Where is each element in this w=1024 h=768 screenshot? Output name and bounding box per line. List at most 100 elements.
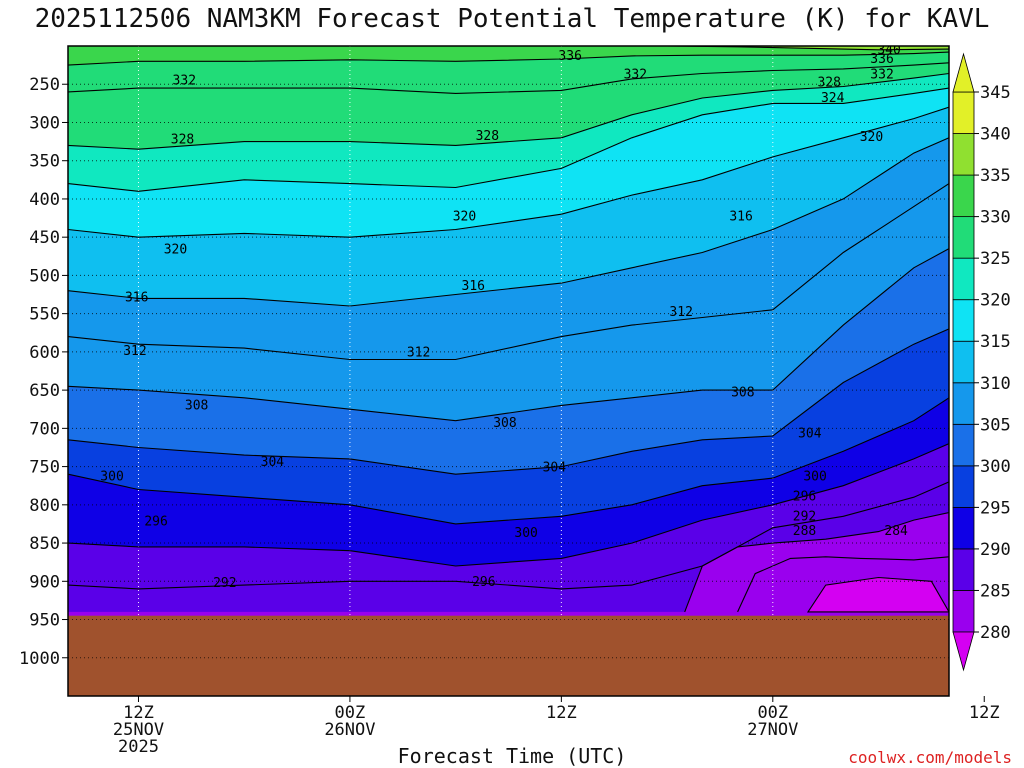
contour-line-300 bbox=[68, 397, 949, 525]
plot-frame bbox=[67, 45, 950, 697]
contour-line-304 bbox=[68, 328, 949, 475]
colorbar-segment-290 bbox=[952, 506, 975, 550]
colorbar-segment-320 bbox=[952, 257, 975, 301]
y-tick-label-400: 400 bbox=[29, 190, 60, 210]
contour-label-328: 328 bbox=[476, 129, 499, 144]
terrain-ground bbox=[68, 615, 949, 696]
contour-label-304: 304 bbox=[543, 460, 567, 475]
colorbar-segment-335 bbox=[952, 133, 975, 176]
x-tick-label-6-2: 2025 bbox=[118, 737, 159, 757]
contour-label-316: 316 bbox=[462, 279, 485, 294]
colorbar-label-290: 290 bbox=[980, 540, 1011, 560]
y-tick-label-550: 550 bbox=[29, 305, 60, 325]
contour-line-328 bbox=[68, 72, 949, 150]
contour-label-284: 284 bbox=[884, 524, 908, 539]
y-axis: 250 300 350 400 450 500 550 600 650 700 750 800 850 9… bbox=[19, 75, 68, 669]
colorbar-label-315: 315 bbox=[980, 332, 1011, 352]
contour-label-296: 296 bbox=[144, 515, 167, 530]
contour-line-324 bbox=[68, 87, 949, 192]
contour-label-324: 324 bbox=[821, 91, 845, 106]
contour-label-300: 300 bbox=[514, 526, 537, 541]
colorbar: 280 285 290 295 300 305 310 315 320 325 330 335 340 3… bbox=[952, 52, 1011, 672]
x-tick-label-42-0: 00Z bbox=[757, 703, 788, 723]
colorbar-segment-295 bbox=[952, 465, 975, 508]
colorbar-label-330: 330 bbox=[980, 208, 1011, 228]
contour-line-308 bbox=[68, 248, 949, 422]
colorbar-label-345: 345 bbox=[980, 83, 1011, 103]
y-tick-label-250: 250 bbox=[29, 75, 60, 95]
field-band-280 bbox=[808, 577, 949, 612]
contour-label-328: 328 bbox=[817, 76, 840, 91]
contour-line-320 bbox=[68, 106, 949, 238]
contour-label-292: 292 bbox=[793, 509, 816, 524]
contour-label-340: 340 bbox=[877, 43, 900, 58]
contour-line-296 bbox=[68, 443, 949, 567]
colorbar-label-320: 320 bbox=[980, 291, 1011, 311]
contour-label-304: 304 bbox=[261, 455, 285, 470]
colorbar-label-340: 340 bbox=[980, 125, 1011, 145]
y-tick-label-900: 900 bbox=[29, 572, 60, 592]
x-tick-label-6-0: 12Z bbox=[123, 703, 154, 723]
contour-line-332 bbox=[68, 62, 949, 94]
y-tick-label-800: 800 bbox=[29, 496, 60, 516]
x-tick-label-54-0: 12Z bbox=[969, 703, 1000, 723]
potential-temperature-field bbox=[68, 46, 949, 696]
contour-line-284 bbox=[737, 556, 949, 613]
contour-label-320: 320 bbox=[164, 242, 187, 257]
y-tick-label-850: 850 bbox=[29, 534, 60, 554]
x-tick-label-30-0: 12Z bbox=[546, 703, 577, 723]
contour-label-328: 328 bbox=[171, 132, 194, 147]
colorbar-label-325: 325 bbox=[980, 249, 1011, 269]
x-tick-label-6-1: 25NOV bbox=[113, 720, 164, 740]
y-tick-label-1000: 1000 bbox=[19, 649, 60, 669]
colorbar-label-310: 310 bbox=[980, 374, 1011, 394]
contour-label-308: 308 bbox=[185, 398, 208, 413]
contour-label-308: 308 bbox=[493, 416, 516, 431]
y-tick-label-350: 350 bbox=[29, 152, 60, 172]
colorbar-label-335: 335 bbox=[980, 166, 1011, 186]
colorbar-label-285: 285 bbox=[980, 581, 1011, 601]
contour-label-300: 300 bbox=[803, 470, 826, 485]
contour-label-332: 332 bbox=[624, 67, 647, 82]
ground-fill bbox=[68, 615, 949, 696]
colorbar-label-300: 300 bbox=[980, 457, 1011, 477]
colorbar-segment-330 bbox=[952, 174, 975, 218]
x-tick-label-18-1: 26NOV bbox=[324, 720, 375, 740]
colorbar-segment-300 bbox=[952, 423, 975, 467]
colorbar-segment-315 bbox=[952, 299, 975, 342]
colorbar-segment-280 bbox=[952, 590, 975, 633]
contour-label-336: 336 bbox=[870, 52, 893, 67]
site-credit: coolwx.com/models bbox=[848, 748, 1012, 767]
contour-line-312 bbox=[68, 183, 949, 361]
x-tick-label-42-1: 27NOV bbox=[747, 720, 798, 740]
contour-label-308: 308 bbox=[731, 385, 754, 400]
y-tick-label-450: 450 bbox=[29, 228, 60, 248]
contour-label-296: 296 bbox=[793, 489, 816, 504]
contour-label-320: 320 bbox=[860, 130, 883, 145]
colorbar-extend-top bbox=[952, 52, 975, 93]
colorbar-segment-325 bbox=[952, 216, 975, 259]
y-tick-label-600: 600 bbox=[29, 343, 60, 363]
contour-line-280 bbox=[806, 576, 949, 613]
contour-line-292 bbox=[68, 481, 949, 590]
contour-label-288: 288 bbox=[793, 524, 816, 539]
y-tick-label-750: 750 bbox=[29, 458, 60, 478]
colorbar-segment-310 bbox=[952, 340, 975, 384]
contour-label-312: 312 bbox=[669, 305, 692, 320]
contour-label-336: 336 bbox=[558, 49, 581, 64]
contour-label-312: 312 bbox=[407, 346, 430, 361]
colorbar-segment-285 bbox=[952, 548, 975, 591]
isentrope-contours bbox=[68, 46, 949, 613]
contour-label-300: 300 bbox=[100, 470, 123, 485]
colorbar-extend-bottom bbox=[952, 631, 975, 672]
x-axis-label: Forecast Time (UTC) bbox=[397, 744, 627, 768]
contour-label-292: 292 bbox=[213, 576, 236, 591]
contour-label-304: 304 bbox=[798, 427, 822, 442]
chart-title: 2025112506 NAM3KM Forecast Potential Tem… bbox=[34, 4, 990, 34]
colorbar-segment-340 bbox=[952, 91, 975, 134]
y-tick-label-650: 650 bbox=[29, 381, 60, 401]
colorbar-label-295: 295 bbox=[980, 498, 1011, 518]
contour-label-312: 312 bbox=[123, 344, 146, 359]
